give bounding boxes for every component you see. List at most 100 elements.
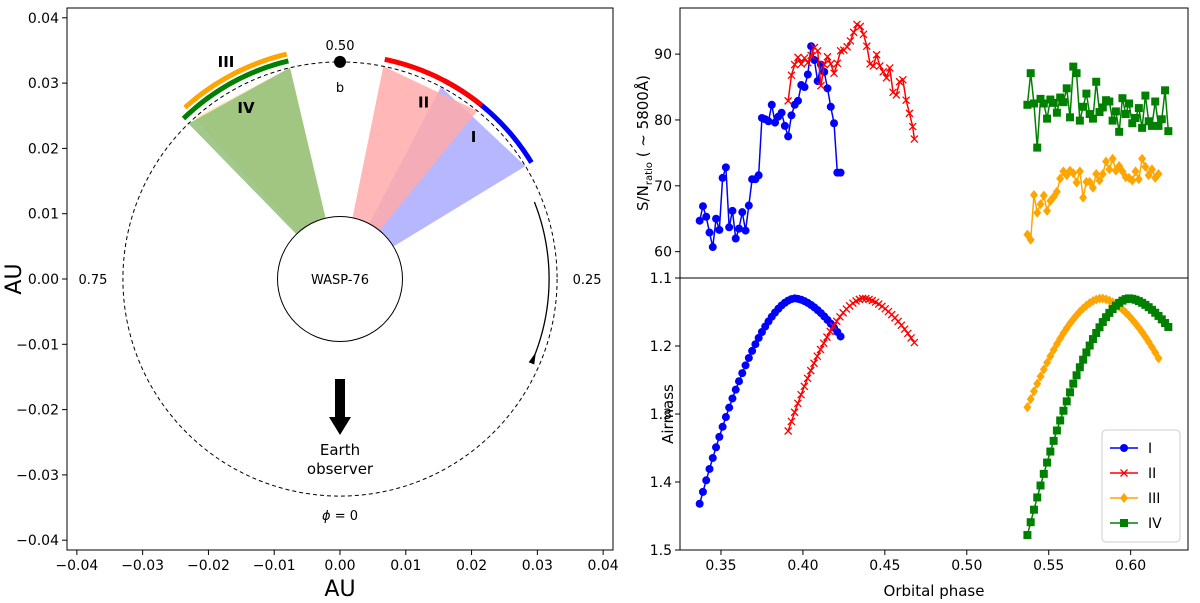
- snr-point: [910, 135, 919, 144]
- airmass-point: [1075, 363, 1084, 372]
- snr-point: [1033, 207, 1042, 218]
- airmass-point: [708, 453, 717, 462]
- snr-point: [721, 163, 730, 172]
- orbit-y-tick-label: 0.04: [28, 11, 59, 27]
- phase-label-zero: ϕ = 0: [322, 509, 358, 524]
- snr-point: [702, 212, 711, 221]
- airmass-point: [1072, 371, 1081, 380]
- airmass-point: [715, 432, 724, 441]
- orbit-y-tick-label: 0.01: [28, 207, 59, 223]
- snr-point: [1023, 100, 1032, 109]
- snr-point: [1072, 177, 1081, 188]
- snr-series-i: [695, 42, 845, 252]
- airmass-point: [907, 333, 916, 342]
- snr-point: [1144, 117, 1153, 126]
- airmass-y-tick-label: 1.3: [650, 407, 672, 423]
- airmass-point: [1082, 348, 1091, 357]
- airmass-point: [1029, 505, 1038, 514]
- airmass-x-tick-label: 0.50: [951, 558, 982, 574]
- snr-point: [1131, 113, 1140, 122]
- orbit-x-tick-label: 0.02: [456, 558, 487, 574]
- snr-point: [1098, 103, 1107, 112]
- airmass-line-i: [698, 297, 842, 504]
- airmass-point: [1066, 388, 1075, 397]
- snr-point: [1075, 166, 1084, 177]
- airmass-series-i: [695, 294, 845, 508]
- legend-entry-iv: IV: [1110, 516, 1162, 532]
- snr-point: [1141, 161, 1150, 172]
- airmass-x-tick-label: 0.45: [869, 558, 900, 574]
- snr-point: [803, 70, 812, 79]
- snr-point: [1039, 99, 1048, 108]
- snr-point: [741, 226, 750, 235]
- planet-marker: [334, 55, 346, 68]
- airmass-point: [784, 427, 793, 435]
- snr-point: [830, 69, 838, 78]
- snr-point: [793, 96, 802, 105]
- snr-point: [1125, 99, 1134, 108]
- airmass-point: [751, 340, 760, 349]
- orbit-x-tick-label: 0.03: [522, 558, 553, 574]
- snr-point: [1098, 168, 1107, 179]
- airmass-line-iii: [1026, 297, 1160, 408]
- snr-point: [1088, 182, 1097, 193]
- airmass-point: [738, 369, 747, 378]
- snr-point: [1138, 123, 1147, 132]
- orbit-y-tick-label: 0.03: [28, 76, 59, 92]
- snr-point: [813, 46, 822, 55]
- orbit-x-tick-label: 0.00: [324, 558, 355, 574]
- orbit-x-axis-label: AU: [324, 577, 355, 602]
- snr-point: [794, 53, 802, 62]
- airmass-point: [832, 317, 841, 326]
- snr-y-axis-label: S/Nratio ( ~ 5800Å): [633, 75, 655, 211]
- observer-label-line1: Earth: [320, 441, 360, 459]
- airmass-point: [1102, 313, 1111, 322]
- snr-point: [771, 118, 780, 127]
- airmass-point: [728, 394, 737, 403]
- snr-point: [728, 206, 737, 215]
- airmass-point: [910, 338, 919, 347]
- snr-point: [849, 28, 858, 37]
- sector-iv: [188, 67, 326, 235]
- snr-point: [879, 67, 888, 76]
- snr-point: [1111, 107, 1120, 116]
- snr-point: [718, 173, 727, 182]
- snr-axes-frame: [679, 7, 1189, 279]
- legend-entry-i: I: [1110, 441, 1152, 457]
- snr-point: [1118, 94, 1127, 103]
- airmass-point: [858, 294, 867, 303]
- airmass-point: [813, 352, 822, 361]
- snr-y-tick-label: 80: [654, 113, 672, 129]
- snr-point: [1121, 110, 1130, 119]
- snr-point: [767, 100, 776, 109]
- snr-point: [902, 96, 911, 105]
- airmass-y-tick-label: 1.5: [650, 543, 672, 559]
- snr-point: [1029, 190, 1038, 201]
- snr-point: [754, 171, 763, 180]
- snr-point: [1154, 168, 1163, 179]
- airmass-point: [1029, 386, 1038, 397]
- legend-label: II: [1148, 466, 1156, 482]
- airmass-point: [1023, 402, 1032, 413]
- snr-point: [1154, 121, 1163, 130]
- airmass-point: [1069, 379, 1078, 388]
- arc-iv: [181, 58, 289, 121]
- snr-point: [780, 121, 789, 130]
- snr-point: [784, 132, 793, 141]
- airmass-point: [1043, 458, 1052, 467]
- airmass-x-tick-label: 0.55: [1033, 558, 1064, 574]
- night-label-ii: II: [418, 94, 429, 112]
- legend-box: [1101, 429, 1181, 543]
- snr-point: [908, 122, 917, 131]
- airmass-point: [1085, 341, 1094, 350]
- legend-marker: [1120, 469, 1128, 477]
- snr-point: [1085, 176, 1094, 187]
- snr-point: [800, 83, 809, 92]
- airmass-point: [721, 413, 730, 422]
- airmass-point: [1046, 351, 1055, 362]
- snr-y-ticks: 60 70 80 90: [654, 47, 680, 261]
- airmass-point: [806, 366, 815, 375]
- snr-series-ii: [784, 20, 919, 144]
- snr-point: [1092, 77, 1101, 86]
